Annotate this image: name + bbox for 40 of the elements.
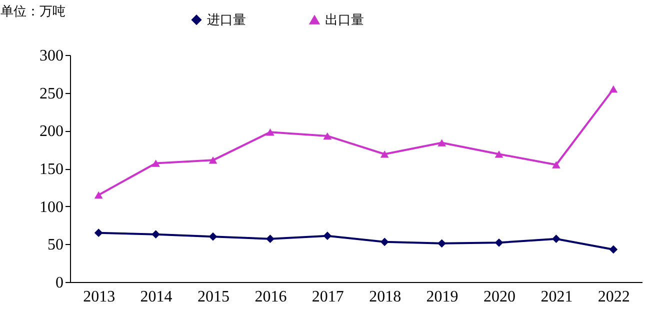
point — [152, 160, 160, 167]
y-tick-label: 150 — [40, 161, 64, 178]
x-tick-label: 2013 — [83, 288, 116, 306]
point — [94, 191, 103, 199]
y-tick-label: 0 — [56, 274, 64, 292]
x-tick-label: 2019 — [426, 288, 458, 306]
x-tick-label: 2014 — [140, 288, 172, 306]
point — [552, 161, 560, 168]
point — [380, 150, 389, 158]
x-tick-label: 2016 — [254, 288, 287, 306]
point — [438, 139, 446, 146]
legend-label: 进口量 — [207, 12, 246, 28]
x-tick-label: 2017 — [312, 288, 344, 306]
legend-label: 出口量 — [325, 13, 364, 28]
x-tick-label: 2021 — [540, 288, 573, 306]
point — [266, 234, 274, 244]
y-tick-label: 200 — [40, 123, 64, 140]
point — [208, 156, 218, 164]
y-tick-label: 250 — [40, 85, 64, 102]
y-tick-label: 100 — [40, 198, 64, 216]
point — [609, 85, 618, 93]
point — [94, 228, 103, 237]
point — [152, 230, 160, 239]
point — [323, 232, 332, 240]
point — [494, 238, 504, 247]
y-axis-title: 单位：万吨 — [0, 4, 66, 20]
point — [438, 239, 446, 248]
x-tick-label: 2015 — [198, 288, 230, 306]
y-tick-label: 50 — [48, 236, 64, 254]
x-tick-label: 2022 — [598, 288, 630, 306]
point — [494, 150, 504, 158]
point — [323, 132, 332, 140]
point — [266, 128, 274, 136]
point — [380, 238, 389, 246]
point — [609, 245, 618, 254]
point — [208, 232, 218, 241]
x-tick-label: 2020 — [484, 288, 516, 306]
y-tick-label: 300 — [40, 48, 64, 64]
point — [552, 234, 560, 244]
x-tick-label: 2018 — [369, 288, 402, 306]
